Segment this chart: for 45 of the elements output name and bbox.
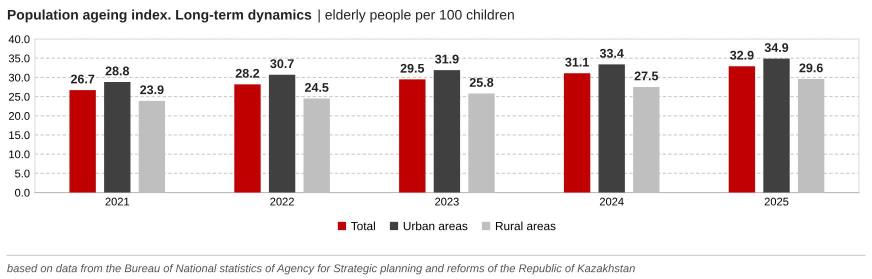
chart-title: Population ageing index. Long-term dynamics xyxy=(8,9,312,22)
y-tick-label: 40.0 xyxy=(8,35,30,44)
y-tick-label: 15.0 xyxy=(9,131,30,140)
y-tick-label: 25.0 xyxy=(8,92,30,101)
data-label: 23.9 xyxy=(140,85,164,94)
data-label: 32.9 xyxy=(730,50,754,60)
x-tick-label: 2023 xyxy=(435,198,459,206)
data-label: 31.9 xyxy=(435,54,459,64)
chart-subtitle: | elderly people per 100 children xyxy=(318,9,514,22)
x-tick-label: 2021 xyxy=(105,198,130,206)
legend-label: Rural areas xyxy=(496,222,556,230)
x-tick-label: 2024 xyxy=(600,198,624,206)
data-label: 34.9 xyxy=(764,43,788,52)
bar xyxy=(564,73,590,193)
data-label: 33.4 xyxy=(600,48,624,58)
legend-label: Urban areas xyxy=(404,222,468,230)
text: based on data from the Bureau of National statistics of Agency for Strategic planning and reforms of the Republic of Kazakhstan xyxy=(7,264,635,274)
legend-label: Total xyxy=(351,222,375,230)
data-label: 28.2 xyxy=(236,68,260,78)
y-tick-label: 30.0 xyxy=(8,74,30,82)
data-label: 31.1 xyxy=(565,58,589,67)
bar xyxy=(598,64,625,193)
bar xyxy=(763,58,790,193)
data-label: 28.8 xyxy=(106,66,130,76)
y-tick-label: 20.0 xyxy=(8,112,30,120)
bar xyxy=(104,82,130,193)
y-tick-label: 10.0 xyxy=(9,150,30,158)
bar xyxy=(234,84,261,193)
bar xyxy=(268,74,296,193)
data-label: 29.5 xyxy=(400,64,424,73)
x-tick-label: 2025 xyxy=(764,198,788,206)
bar xyxy=(399,79,426,193)
data-label: 25.8 xyxy=(470,78,494,87)
y-tick-label: 35.0 xyxy=(8,54,30,62)
x-tick-label: 2022 xyxy=(270,198,294,206)
data-label: 30.7 xyxy=(270,59,294,68)
data-label: 26.7 xyxy=(70,74,94,84)
bar xyxy=(728,66,756,193)
bar xyxy=(434,70,460,193)
y-tick-label: 5.0 xyxy=(15,170,30,178)
data-label: 27.5 xyxy=(634,72,658,80)
data-label: 29.6 xyxy=(799,63,823,72)
bar xyxy=(69,90,96,193)
data-label: 24.5 xyxy=(304,83,329,92)
y-tick-label: 0.0 xyxy=(15,188,30,197)
